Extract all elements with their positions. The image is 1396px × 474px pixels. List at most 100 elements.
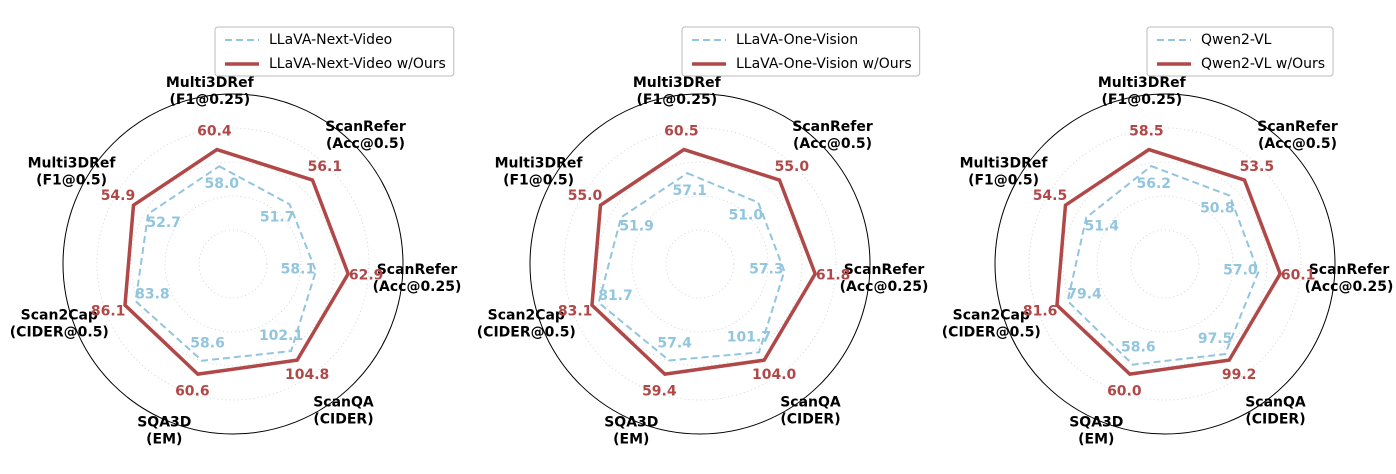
axis-label-line: (F1@0.25): [169, 92, 250, 108]
axis-label-line: ScanQA: [1245, 395, 1306, 411]
value-label: 58.6: [190, 336, 225, 352]
axis-label: Multi3DRef (F1@0.5): [960, 155, 1049, 188]
value-label: 60.1: [1281, 267, 1316, 283]
value-label: 60.6: [175, 383, 210, 399]
value-label: 83.8: [135, 287, 170, 303]
axis-label: Multi3DRef (F1@0.25): [1098, 75, 1187, 108]
series-line: [590, 147, 818, 376]
legend: LLaVA-Next-Video LLaVA-Next-Video w/Ours: [214, 26, 455, 77]
series-line: [1066, 164, 1260, 366]
axis-label: Multi3DRef (F1@0.5): [495, 155, 584, 188]
axis-label-line: ScanQA: [780, 395, 841, 411]
outer-circle: [529, 93, 871, 435]
axis-label: Scan2Cap (CIDER@0.5): [477, 307, 576, 340]
value-label: 58.0: [204, 176, 239, 192]
axis-label-line: ScanRefer: [325, 119, 406, 135]
radar-chart: Multi3DRef (F1@0.25)ScanRefer (Acc@0.5)Sca…: [942, 75, 1394, 448]
legend-label: LLaVA-Next-Video: [269, 32, 392, 48]
legend-label: Qwen2-VL: [1201, 32, 1272, 48]
value-label: 55.0: [568, 188, 603, 204]
value-label: 57.4: [657, 335, 692, 351]
value-label: 104.0: [752, 367, 797, 383]
axis-label-line: ScanRefer: [1257, 119, 1338, 135]
axis-label-line: (Acc@0.25): [840, 279, 929, 295]
value-label: 51.9: [619, 219, 654, 235]
grid-circle: [96, 127, 370, 401]
value-label: 60.0: [1107, 383, 1142, 399]
value-label: 79.4: [1067, 287, 1102, 303]
grid-circle: [597, 161, 803, 367]
value-label: 61.8: [816, 267, 851, 283]
legend-label: LLaVA-One-Vision w/Ours: [736, 56, 912, 72]
legend-label: LLaVA-Next-Video w/Ours: [269, 56, 446, 72]
axis-label-line: SQA3D: [604, 415, 658, 431]
value-label: 56.2: [1136, 176, 1171, 192]
axis-label: ScanRefer (Acc@0.25): [373, 262, 462, 295]
axis-label-line: Multi3DRef: [28, 155, 117, 171]
grid-circle: [198, 229, 268, 299]
axis-label-line: Multi3DRef: [495, 155, 584, 171]
value-label: 81.7: [598, 288, 633, 304]
series-line: [134, 165, 317, 362]
axis-label-line: SQA3D: [137, 415, 191, 431]
axis-label-line: ScanRefer: [1309, 262, 1390, 278]
value-label: 104.8: [285, 367, 329, 383]
grid-circle: [1096, 195, 1234, 333]
value-label: 60.5: [664, 124, 699, 140]
value-label: 50.8: [1200, 201, 1235, 217]
axis-label: ScanRefer (Acc@0.25): [840, 262, 929, 295]
value-label: 97.5: [1198, 331, 1233, 347]
axis-label-line: Scan2Cap: [488, 307, 565, 323]
axis-label-line: Multi3DRef: [633, 75, 722, 91]
axis-label: Scan2Cap (CIDER@0.5): [10, 307, 109, 340]
axis-label-line: Scan2Cap: [953, 307, 1030, 323]
axis-label: SQA3D (EM): [137, 415, 191, 448]
axis-label-line: (Acc@0.25): [373, 279, 462, 295]
value-label: 54.5: [1033, 188, 1068, 204]
axis-label-line: (EM): [146, 432, 182, 448]
grid-circle: [164, 195, 302, 333]
value-label: 57.3: [749, 262, 784, 278]
axis-label-line: ScanRefer: [844, 262, 925, 278]
axis-label-line: (F1@0.5): [503, 172, 574, 188]
axis-label: Scan2Cap (CIDER@0.5): [942, 307, 1041, 340]
value-label: 99.2: [1222, 367, 1257, 383]
axis-label-line: (Acc@0.25): [1305, 279, 1394, 295]
grid-circle: [1062, 161, 1268, 367]
series-line: [123, 147, 351, 376]
axis-label-line: (CIDER@0.5): [10, 324, 109, 340]
value-label: 58.5: [1129, 124, 1164, 140]
axis-label: ScanQA (CIDER): [313, 395, 374, 428]
legend: Qwen2-VL Qwen2-VL w/Ours: [1146, 26, 1334, 77]
value-label: 62.9: [349, 267, 384, 283]
axis-label-line: Multi3DRef: [1098, 75, 1187, 91]
value-label: 59.4: [642, 383, 677, 399]
value-label: 54.9: [101, 188, 136, 204]
value-label: 60.4: [197, 124, 232, 140]
value-label: 57.0: [1223, 262, 1258, 278]
value-label: 102.1: [259, 328, 303, 344]
axis-label-line: (CIDER@0.5): [942, 324, 1041, 340]
axis-label: ScanQA (CIDER): [780, 395, 841, 428]
series-line: [597, 172, 786, 362]
axis-label: Multi3DRef (F1@0.5): [28, 155, 117, 188]
axis-label-line: (F1@0.5): [968, 172, 1039, 188]
radar-chart: Multi3DRef (F1@0.25)ScanRefer (Acc@0.5)Sca…: [477, 75, 929, 448]
axis-label: ScanRefer (Acc@0.5): [1257, 119, 1338, 152]
axis-label-line: (Acc@0.5): [793, 136, 872, 152]
value-label: 83.1: [558, 304, 593, 320]
value-label: 52.7: [146, 215, 181, 231]
axis-label: Multi3DRef (F1@0.25): [166, 75, 255, 108]
axis-label-line: (F1@0.25): [636, 92, 717, 108]
axis-label: ScanRefer (Acc@0.5): [792, 119, 873, 152]
axis-label: ScanQA (CIDER): [1245, 395, 1306, 428]
legend-box: [214, 26, 455, 77]
radar-chart: Multi3DRef (F1@0.25)ScanRefer (Acc@0.5)Sca…: [10, 75, 462, 448]
legend: LLaVA-One-Vision LLaVA-One-Vision w/Ours: [681, 26, 921, 77]
axis-label: SQA3D (EM): [1069, 415, 1123, 448]
outer-circle: [62, 93, 404, 435]
axis-label-line: ScanQA: [313, 395, 374, 411]
axis-label-line: Scan2Cap: [21, 307, 98, 323]
grid-circle: [563, 127, 837, 401]
